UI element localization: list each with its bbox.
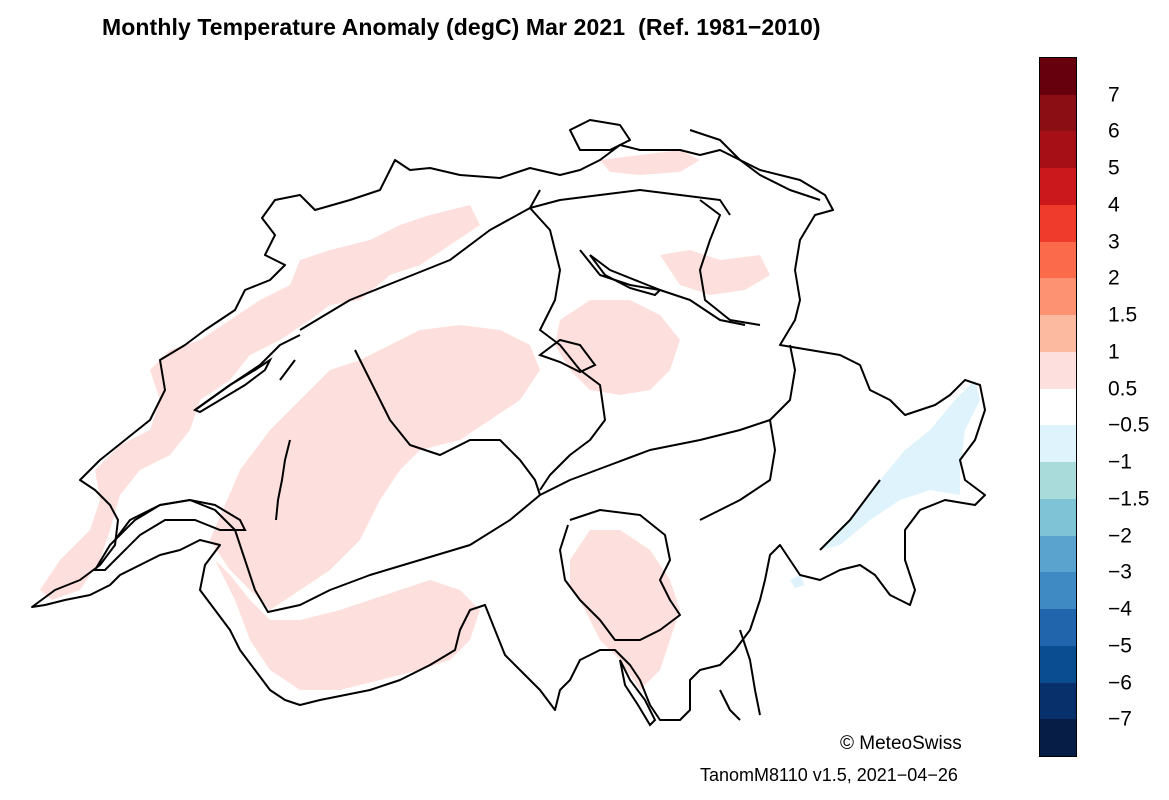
legend-tick-label: −2	[1108, 524, 1132, 548]
legend-tick-label: 1.5	[1108, 303, 1138, 327]
legend-swatch	[1040, 498, 1076, 537]
warm-area-west	[40, 205, 480, 600]
warm-area-valais	[215, 560, 480, 690]
legend-swatch	[1040, 131, 1076, 169]
cool-area-small	[790, 575, 805, 588]
lakes	[93, 254, 662, 727]
credit-label: © MeteoSwiss	[840, 733, 962, 754]
lake-lucerne	[537, 338, 597, 374]
legend-tick-label: 3	[1108, 230, 1120, 254]
legend-swatch	[1040, 535, 1076, 573]
legend-tick-label: 0.5	[1108, 377, 1138, 401]
lake-zurich	[589, 254, 662, 297]
legend-swatch	[1040, 388, 1076, 426]
warm-area-ticino	[570, 530, 680, 690]
legend-swatch	[1040, 572, 1076, 610]
national-border	[31, 144, 986, 721]
map-title: Monthly Temperature Anomaly (degC) Mar 2…	[102, 14, 821, 40]
color-legend	[1039, 57, 1077, 757]
legend-swatch	[1040, 241, 1076, 279]
warm-area-northeast	[660, 250, 770, 295]
lake-neuchatel	[192, 357, 273, 414]
legend-tick-label: −6	[1108, 671, 1132, 695]
version-label: TanomM8110 v1.5, 2021−04−26	[700, 765, 958, 785]
legend-swatch	[1040, 94, 1076, 132]
legend-tick-label: 4	[1108, 193, 1120, 217]
legend-tick-label: 1	[1108, 340, 1120, 364]
legend-tick-label: −1	[1108, 450, 1132, 474]
legend-tick-label: −7	[1108, 707, 1132, 731]
legend-tick-label: 5	[1108, 156, 1120, 180]
legend-swatch	[1040, 278, 1076, 316]
cool-area-engadin	[820, 380, 980, 550]
legend-swatch	[1040, 719, 1076, 757]
legend-swatch	[1040, 462, 1076, 500]
legend-swatch	[1040, 58, 1076, 96]
legend-tick-label: 7	[1108, 83, 1120, 107]
legend-swatch	[1040, 168, 1076, 206]
warm-anomaly-areas	[40, 150, 770, 690]
legend-tick-label: −3	[1108, 560, 1132, 584]
legend-tick-label: 6	[1108, 119, 1120, 143]
warm-area-plateau	[210, 325, 540, 610]
legend-swatch	[1040, 609, 1076, 647]
cool-anomaly-areas	[790, 380, 980, 588]
lake-geneva	[93, 498, 247, 571]
switzerland-map	[31, 119, 986, 727]
legend-swatch	[1040, 645, 1076, 684]
legend-tick-label: 2	[1108, 266, 1120, 290]
legend-swatch	[1040, 425, 1076, 463]
legend-tick-label: −5	[1108, 634, 1132, 658]
warm-area-central	[555, 300, 680, 395]
lake-maggiore	[619, 659, 657, 727]
legend-swatch	[1040, 351, 1076, 390]
legend-tick-label: −0.5	[1108, 413, 1150, 437]
legend-swatch	[1040, 204, 1076, 243]
legend-tick-label: −1.5	[1108, 487, 1150, 511]
legend-tick-label: −4	[1108, 597, 1132, 621]
legend-swatch	[1040, 682, 1076, 720]
legend-swatch	[1040, 315, 1076, 353]
warm-area-north	[600, 150, 700, 175]
